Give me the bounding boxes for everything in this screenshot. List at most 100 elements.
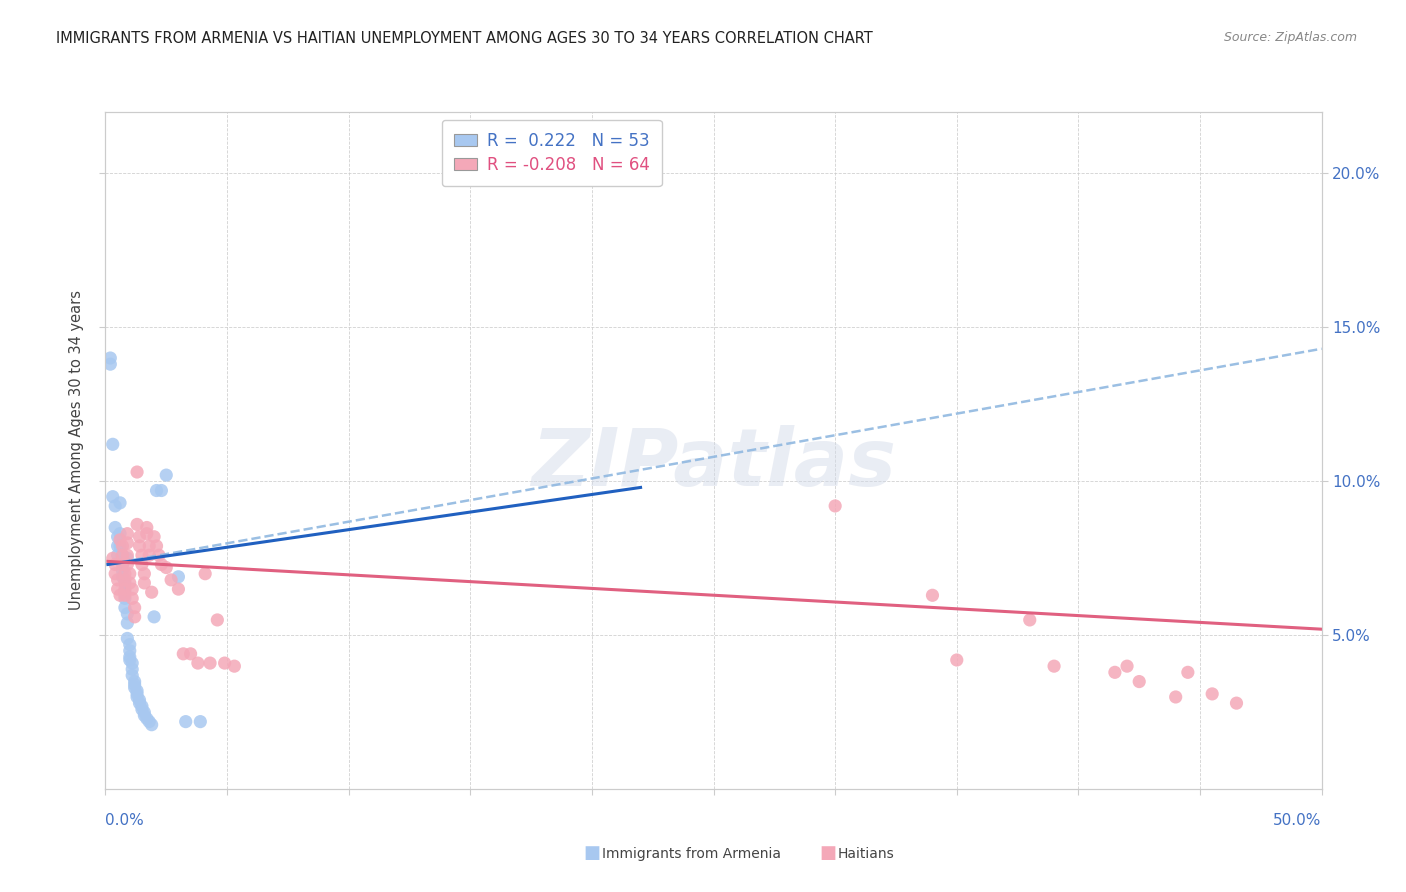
Point [111,539,134,553]
Point [131,548,153,562]
Point [128,693,150,707]
Point [150,558,173,572]
Point [98,357,121,371]
Point [824,499,846,513]
Point [921,588,943,602]
Point [1225,696,1247,710]
Point [108,588,131,602]
Point [121,591,143,606]
Point [194,566,217,581]
Point [125,517,148,532]
Point [117,536,139,550]
Point [128,539,150,553]
Point [138,714,160,729]
Point [124,610,146,624]
Point [214,656,236,670]
Point [134,706,156,720]
Point [111,548,134,562]
Point [134,708,156,723]
Point [125,683,148,698]
Point [111,564,134,578]
Point [108,526,131,541]
Point [188,714,211,729]
Point [174,714,197,729]
Point [104,566,127,581]
Point [1116,659,1139,673]
Point [1043,659,1066,673]
Text: 50.0%: 50.0% [1274,814,1322,828]
Point [114,566,136,581]
Point [148,548,170,562]
Point [108,539,131,553]
Point [172,647,194,661]
Point [125,465,148,479]
Point [121,582,143,596]
Point [107,573,129,587]
Point [101,490,124,504]
Point [180,647,202,661]
Point [114,591,136,606]
Point [125,690,148,704]
Text: Source: ZipAtlas.com: Source: ZipAtlas.com [1223,31,1357,45]
Point [124,600,146,615]
Point [117,526,139,541]
Point [117,615,139,630]
Point [128,530,150,544]
Point [118,653,141,667]
Point [135,520,157,534]
Text: ZIPatlas: ZIPatlas [531,425,896,503]
Point [101,551,124,566]
Point [114,600,136,615]
Point [143,530,166,544]
Point [150,483,173,498]
Point [155,468,177,483]
Point [198,656,221,670]
Point [117,632,139,646]
Point [111,548,134,562]
Text: Immigrants from Armenia: Immigrants from Armenia [602,847,780,861]
Point [111,558,134,572]
Legend: R =  0.222   N = 53, R = -0.208   N = 64: R = 0.222 N = 53, R = -0.208 N = 64 [441,120,662,186]
Point [114,576,136,591]
Point [114,588,136,602]
Point [167,582,190,596]
Point [135,526,157,541]
Point [143,610,166,624]
Point [128,696,150,710]
Point [107,539,129,553]
Point [1177,665,1199,680]
Point [117,558,139,572]
Text: 0.0%: 0.0% [105,814,145,828]
Point [117,548,139,562]
Point [107,548,129,562]
Point [131,699,153,714]
Point [118,649,141,664]
Point [118,644,141,658]
Point [224,659,246,673]
Point [141,717,163,731]
Point [118,566,141,581]
Point [945,653,967,667]
Point [155,560,177,574]
Point [104,520,127,534]
Point [1018,613,1040,627]
Point [135,712,157,726]
Point [114,573,136,587]
Text: ■: ■ [820,844,837,862]
Text: Haitians: Haitians [838,847,894,861]
Point [108,533,131,547]
Point [124,678,146,692]
Point [121,668,143,682]
Point [145,483,167,498]
Point [187,656,209,670]
Point [98,351,121,365]
Point [125,687,148,701]
Point [111,558,134,572]
Point [1128,674,1150,689]
Point [107,530,129,544]
Point [124,681,146,695]
Point [207,613,229,627]
Point [134,566,156,581]
Point [121,662,143,676]
Point [134,576,156,591]
